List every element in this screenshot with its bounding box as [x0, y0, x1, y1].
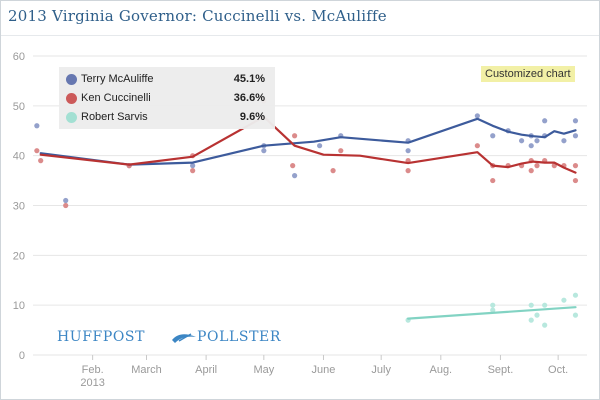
legend-name: Robert Sarvis: [81, 111, 148, 123]
sarvis-poll-point: [542, 302, 548, 308]
mcauliffe-poll-point: [474, 113, 480, 119]
cuccinelli-trend-line: [39, 115, 577, 174]
mcauliffe-poll-point: [317, 143, 323, 149]
legend-value: 45.1%: [233, 73, 265, 85]
sarvis-poll-point: [572, 292, 579, 298]
cuccinelli-poll-point: [190, 168, 196, 174]
cuccinelli-poll-point: [38, 158, 44, 164]
sarvis-poll-point: [490, 302, 496, 308]
legend-name: Ken Cuccinelli: [81, 92, 151, 104]
cuccinelli-poll-point: [292, 133, 298, 139]
x-tick-label: Oct.: [548, 364, 568, 376]
y-tick-label: 0: [19, 350, 25, 362]
sarvis-trend-line: [407, 306, 577, 320]
x-tick-sublabel: 2013: [80, 377, 104, 389]
x-tick-label: April: [195, 364, 217, 376]
title-divider: [1, 35, 599, 36]
chart-legend: Terry McAuliffe 45.1% Ken Cuccinelli 36.…: [59, 67, 275, 129]
mcauliffe-poll-point: [518, 138, 525, 144]
mcauliffe-poll-point: [63, 197, 69, 204]
y-tick-label: 20: [13, 250, 25, 262]
brand-huffpost: HUFFPOST: [57, 329, 146, 345]
y-tick-label: 50: [13, 101, 25, 113]
sarvis-poll-point: [534, 312, 540, 318]
mcauliffe-poll-point: [561, 138, 567, 144]
legend-item-sarvis[interactable]: Robert Sarvis 9.6%: [59, 109, 275, 127]
y-tick-label: 40: [13, 151, 25, 163]
legend-swatch: [66, 74, 77, 85]
sarvis-poll-point: [528, 302, 534, 308]
y-tick-label: 10: [13, 300, 25, 312]
mcauliffe-poll-point: [542, 118, 548, 124]
mcauliffe-poll-point: [34, 123, 40, 129]
y-tick-label: 60: [13, 51, 25, 63]
legend-value: 36.6%: [233, 92, 265, 104]
sarvis-poll-point: [528, 317, 534, 323]
mcauliffe-poll-point: [572, 118, 579, 124]
legend-item-cuccinelli[interactable]: Ken Cuccinelli 36.6%: [59, 90, 275, 108]
cuccinelli-poll-point: [330, 168, 336, 174]
mcauliffe-poll-point: [292, 173, 298, 179]
mcauliffe-poll-point: [190, 163, 196, 169]
mcauliffe-poll-point: [528, 143, 534, 149]
brand-pollster: POLLSTER: [197, 329, 281, 345]
mcauliffe-trend-line: [39, 117, 577, 166]
chart-title: 2013 Virginia Governor: Cuccinelli vs. M…: [8, 7, 387, 25]
mcauliffe-poll-point: [261, 148, 267, 154]
cuccinelli-poll-point: [572, 163, 579, 169]
x-tick-label: Feb.: [82, 364, 104, 376]
cuccinelli-poll-point: [34, 148, 40, 154]
cuccinelli-poll-point: [528, 168, 534, 174]
mcauliffe-poll-point: [405, 148, 411, 154]
mcauliffe-poll-point: [534, 138, 540, 144]
sarvis-poll-point: [561, 297, 567, 303]
pollster-swoosh-icon: [172, 333, 196, 343]
x-tick-label: March: [131, 364, 162, 376]
cuccinelli-poll-point: [338, 148, 344, 154]
x-tick-label: July: [371, 364, 391, 376]
legend-item-mcauliffe[interactable]: Terry McAuliffe 45.1%: [59, 71, 275, 89]
mcauliffe-poll-point: [572, 133, 579, 139]
legend-value: 9.6%: [239, 111, 265, 123]
x-tick-label: Sept.: [488, 364, 514, 376]
customized-chart-badge[interactable]: Customized chart: [481, 66, 575, 82]
cuccinelli-poll-point: [290, 163, 296, 169]
x-tick-label: June: [312, 364, 336, 376]
y-tick-label: 30: [13, 201, 25, 213]
legend-swatch: [66, 112, 77, 123]
mcauliffe-poll-point: [490, 133, 496, 139]
legend-name: Terry McAuliffe: [81, 73, 154, 85]
sarvis-poll-point: [490, 307, 496, 313]
cuccinelli-poll-point: [63, 202, 69, 209]
legend-swatch: [66, 93, 77, 104]
sarvis-poll-point: [572, 312, 579, 318]
cuccinelli-poll-point: [572, 177, 579, 184]
x-tick-label: May: [253, 364, 274, 376]
cuccinelli-poll-point: [405, 168, 411, 174]
cuccinelli-poll-point: [490, 177, 496, 184]
cuccinelli-poll-point: [534, 163, 540, 169]
x-tick-label: Aug.: [429, 364, 452, 376]
sarvis-poll-point: [542, 322, 548, 328]
cuccinelli-poll-point: [474, 143, 480, 149]
